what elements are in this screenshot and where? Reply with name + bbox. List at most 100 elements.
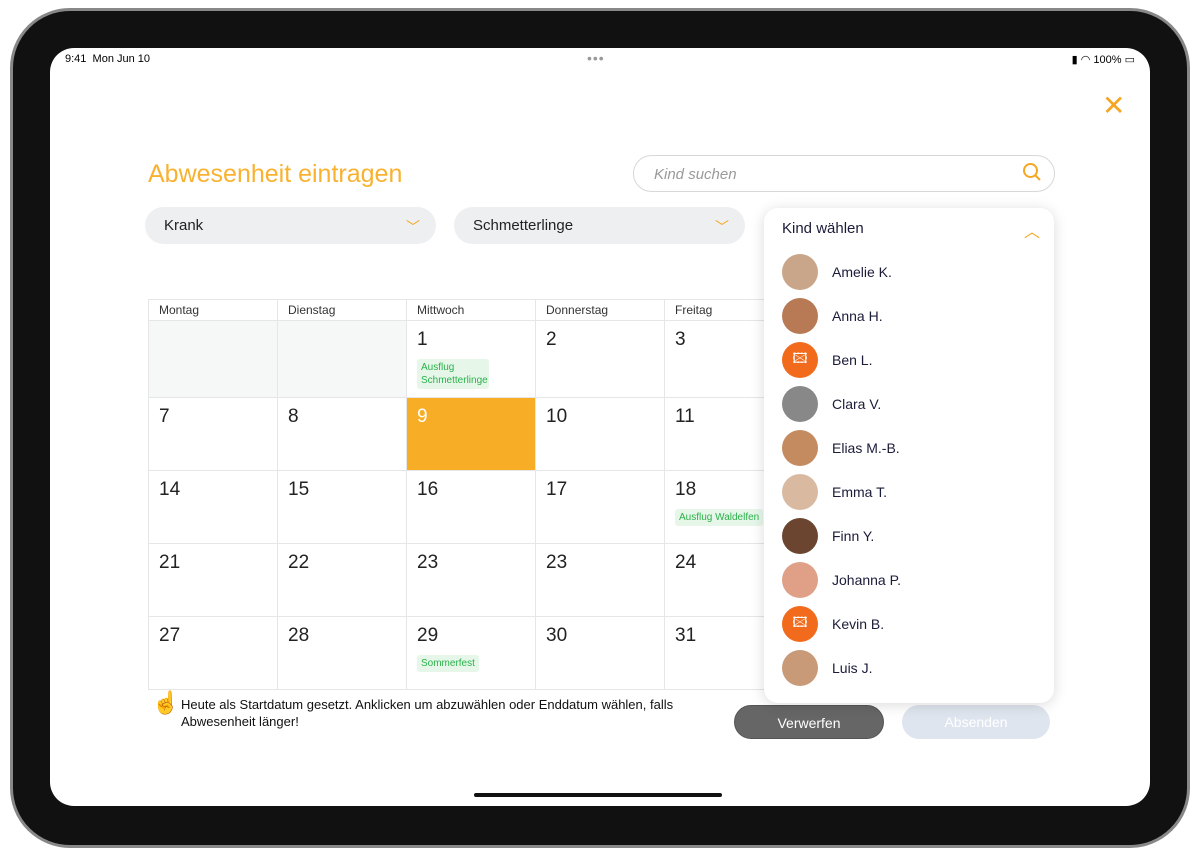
child-name: Elias M.-B.	[832, 440, 900, 456]
calendar: Montag Dienstag Mittwoch Donnerstag Freitag 1…	[148, 299, 794, 690]
calendar-day[interactable]: 27	[148, 616, 278, 690]
hint-text: ☝ Heute als Startdatum gesetzt. Anklicken…	[152, 690, 712, 730]
avatar	[782, 386, 818, 422]
weekday-header: Donnerstag	[535, 299, 665, 321]
calendar-week: 1 Ausflug Schmetterlinge 2 3	[148, 320, 794, 398]
weekday-header: Mittwoch	[406, 299, 536, 321]
image-placeholder-icon: 🖾	[782, 606, 818, 642]
child-option[interactable]: Emma T.	[782, 474, 887, 510]
calendar-empty-day	[148, 320, 278, 398]
child-option[interactable]: Anna H.	[782, 298, 883, 334]
day-number: 11	[675, 406, 695, 427]
child-name: Luis J.	[832, 660, 873, 676]
day-number: 3	[675, 329, 686, 350]
event-tag[interactable]: Sommerfest	[417, 655, 479, 672]
calendar-day[interactable]: 28	[277, 616, 407, 690]
avatar	[782, 650, 818, 686]
child-option[interactable]: Johanna P.	[782, 562, 901, 598]
child-name: Johanna P.	[832, 572, 902, 588]
search-placeholder: Kind suchen	[654, 166, 737, 183]
calendar-day[interactable]: 17	[535, 470, 665, 544]
calendar-day[interactable]: 10	[535, 397, 665, 471]
child-option[interactable]: Elias M.-B.	[782, 430, 900, 466]
child-option[interactable]: Luis J.	[782, 650, 872, 686]
hand-pointer-icon: ☝	[152, 690, 180, 715]
search-icon[interactable]	[1022, 162, 1042, 182]
day-number: 16	[417, 479, 439, 500]
child-option[interactable]: Finn Y.	[782, 518, 874, 554]
day-number: 18	[675, 479, 697, 500]
avatar	[782, 254, 818, 290]
calendar-day[interactable]: 9	[406, 397, 536, 471]
group-select[interactable]: Schmetterlinge ﹀	[454, 207, 745, 244]
reason-select[interactable]: Krank ﹀	[145, 207, 436, 244]
weekday-header: Montag	[148, 299, 278, 321]
signal-wifi-icon: ▮ ◠	[1071, 54, 1094, 66]
status-bar: 9:41 Mon Jun 10 ▮ ◠ 100% ▭	[65, 53, 1135, 67]
close-icon[interactable]: ✕	[1102, 90, 1126, 121]
calendar-day[interactable]: 1 Ausflug Schmetterlinge	[406, 320, 536, 398]
submit-button[interactable]: Absenden	[902, 705, 1050, 739]
child-name: Emma T.	[832, 484, 887, 500]
day-number: 27	[159, 625, 181, 646]
calendar-day[interactable]: 7	[148, 397, 278, 471]
avatar	[782, 430, 818, 466]
picker-title: Kind wählen	[782, 220, 864, 237]
battery-level: 100%	[1093, 54, 1122, 66]
calendar-day[interactable]: 16	[406, 470, 536, 544]
day-number: 21	[159, 552, 181, 573]
calendar-day[interactable]: 23	[535, 543, 665, 617]
day-number: 17	[546, 479, 568, 500]
event-tag[interactable]: Ausflug Schmetterlinge	[417, 359, 489, 389]
battery-icon: ▭	[1124, 54, 1135, 66]
chevron-up-icon[interactable]: ︿	[1023, 224, 1040, 241]
day-number: 29	[417, 625, 439, 646]
day-number: 9	[417, 406, 428, 427]
child-option[interactable]: Amelie K.	[782, 254, 892, 290]
day-number: 1	[417, 329, 428, 350]
multitasking-dots-icon[interactable]: •••	[587, 50, 605, 66]
day-number: 23	[546, 552, 568, 573]
child-option[interactable]: Clara V.	[782, 386, 881, 422]
reason-value: Krank	[164, 217, 204, 234]
child-name: Clara V.	[832, 396, 882, 412]
calendar-week: 14 15 16 17 18 Ausflug Waldelfen	[148, 470, 794, 544]
calendar-day[interactable]: 29 Sommerfest	[406, 616, 536, 690]
child-name: Anna H.	[832, 308, 883, 324]
calendar-day[interactable]: 22	[277, 543, 407, 617]
weekday-header: Dienstag	[277, 299, 407, 321]
child-name: Amelie K.	[832, 264, 892, 280]
calendar-week: 27 28 29 Sommerfest 30 31	[148, 616, 794, 690]
avatar	[782, 474, 818, 510]
status-time: 9:41	[65, 53, 87, 65]
status-date: Mon Jun 10	[92, 53, 151, 65]
day-number: 30	[546, 625, 568, 646]
child-name: Kevin B.	[832, 616, 885, 632]
child-name: Ben L.	[832, 352, 873, 368]
home-indicator[interactable]	[474, 793, 722, 797]
day-number: 23	[417, 552, 439, 573]
calendar-week: 21 22 23 23 24	[148, 543, 794, 617]
avatar	[782, 298, 818, 334]
calendar-day[interactable]: 30	[535, 616, 665, 690]
event-tag[interactable]: Ausflug Waldelfen	[675, 509, 764, 526]
avatar	[782, 518, 818, 554]
child-option[interactable]: 🖾 Kevin B.	[782, 606, 884, 642]
calendar-day[interactable]: 15	[277, 470, 407, 544]
child-name: Finn Y.	[832, 528, 875, 544]
day-number: 8	[288, 406, 299, 427]
discard-button[interactable]: Verwerfen	[734, 705, 884, 739]
day-number: 15	[288, 479, 310, 500]
search-input[interactable]: Kind suchen	[633, 155, 1055, 192]
child-picker-dropdown: Kind wählen ︿ Amelie K. Anna H. 🖾 Ben L. Cla…	[764, 208, 1054, 703]
calendar-day[interactable]: 23	[406, 543, 536, 617]
screen: 9:41 Mon Jun 10 ▮ ◠ 100% ▭ ••• ✕ Abwesen…	[50, 48, 1150, 806]
calendar-day[interactable]: 8	[277, 397, 407, 471]
calendar-day[interactable]: 14	[148, 470, 278, 544]
calendar-day[interactable]: 21	[148, 543, 278, 617]
image-placeholder-icon: 🖾	[782, 342, 818, 378]
day-number: 7	[159, 406, 170, 427]
day-number: 22	[288, 552, 310, 573]
calendar-day[interactable]: 2	[535, 320, 665, 398]
child-option[interactable]: 🖾 Ben L.	[782, 342, 872, 378]
